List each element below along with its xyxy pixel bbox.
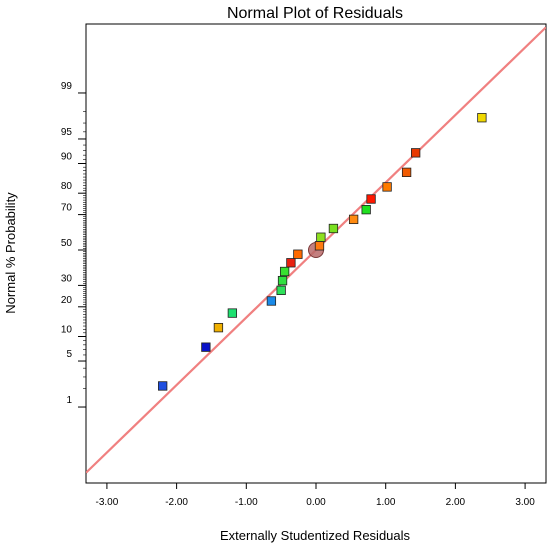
data-point (277, 275, 288, 286)
x-tick-label: 2.00 (446, 497, 466, 508)
data-point (314, 241, 325, 251)
data-point (411, 148, 421, 158)
data-point (213, 322, 224, 333)
x-tick-label: -1.00 (235, 497, 258, 508)
data-point (276, 285, 286, 295)
y-tick-label: 99 (61, 81, 73, 92)
data-point (477, 113, 487, 123)
data-point (293, 249, 303, 259)
data-point (348, 214, 359, 225)
x-tick-label: -3.00 (96, 497, 119, 508)
y-tick-label: 20 (61, 295, 73, 306)
y-tick-label: 5 (66, 349, 72, 360)
x-tick-label: 1.00 (376, 497, 396, 508)
y-tick-label: 95 (61, 127, 73, 138)
data-point (382, 182, 392, 192)
chart-title: Normal Plot of Residuals (227, 5, 403, 22)
y-tick-label: 30 (61, 273, 73, 284)
data-point (361, 205, 371, 215)
x-axis-label: Externally Studentized Residuals (220, 528, 411, 543)
data-points (158, 113, 487, 391)
data-point (227, 308, 238, 318)
y-tick-label: 10 (61, 325, 73, 336)
data-point (328, 223, 339, 234)
data-point (279, 266, 290, 277)
y-tick-label: 80 (61, 181, 73, 192)
data-point (201, 342, 211, 352)
y-tick-label: 90 (61, 151, 73, 162)
x-tick-label: 3.00 (515, 497, 535, 508)
data-point (286, 258, 296, 268)
y-axis-label: Normal % Probability (3, 192, 18, 314)
y-tick-label: 50 (61, 238, 73, 249)
y-axis-ticks: 1 5 10 20 30 50 70 80 90 95 99 (61, 81, 86, 408)
data-point (366, 194, 376, 204)
data-point (316, 232, 326, 242)
y-tick-label: 70 (61, 203, 73, 214)
y-tick-label: 1 (66, 395, 72, 406)
x-tick-label: 0.00 (306, 497, 326, 508)
x-axis-ticks: -3.00 -2.00 -1.00 0.00 1.00 2.00 3.00 (96, 483, 535, 508)
data-point (266, 296, 277, 306)
data-point (158, 381, 168, 391)
data-point (401, 167, 412, 178)
x-tick-label: -2.00 (165, 497, 188, 508)
